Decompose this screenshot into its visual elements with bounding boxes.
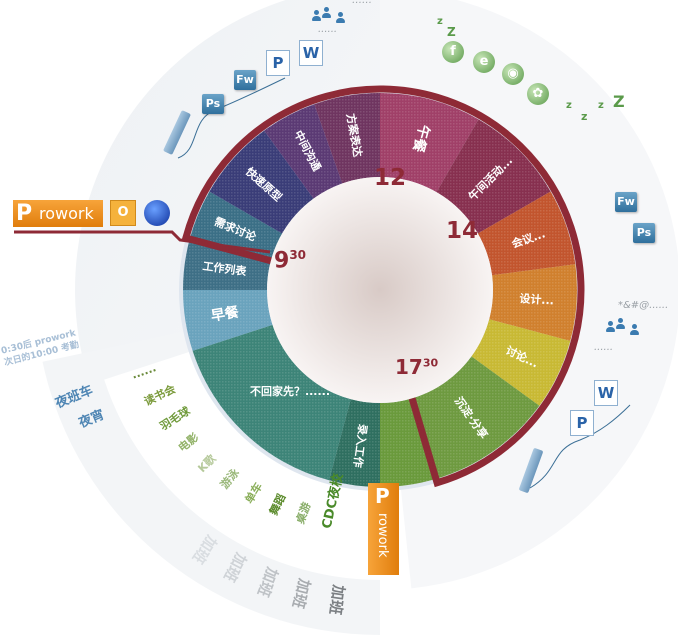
prowork-logo-vertical: P rowork <box>368 483 399 575</box>
person-icon <box>336 12 345 24</box>
sleep-z: z <box>566 100 572 111</box>
inner-dial <box>267 177 493 403</box>
time-hour: 17 <box>395 355 423 379</box>
photoshop-icon: Ps <box>633 223 655 243</box>
right-note: *&#@...... <box>618 300 669 311</box>
time-minute: 30 <box>422 356 439 370</box>
word-icon: W <box>299 40 323 66</box>
segment-label: 午餐 <box>409 123 433 155</box>
person-icon <box>312 10 321 22</box>
segment-label: 不回家先？...... <box>250 384 330 398</box>
logo-text: rowork <box>375 513 390 558</box>
segment-texture <box>477 191 576 276</box>
outlook-icon: O <box>110 200 136 226</box>
segment-texture <box>192 324 351 481</box>
prowork-logo: P rowork <box>13 200 103 227</box>
segment-texture <box>183 290 273 351</box>
people-dots-right: ...... <box>594 342 614 353</box>
segment-label: 设计... <box>519 291 554 307</box>
video-icon: ✿ <box>527 83 549 105</box>
time-mark-1730: 1730 <box>395 355 438 379</box>
sleep-z: Z <box>613 92 625 111</box>
fireworks-icon: Fw <box>615 192 637 212</box>
workday-border <box>181 85 585 488</box>
segment-texture <box>412 356 540 479</box>
segment-label: 录入工作 <box>351 423 371 468</box>
sleep-z: Z <box>447 25 456 39</box>
segment-texture <box>329 399 380 487</box>
person-icon <box>322 7 331 19</box>
time-mark-930: 930 <box>274 248 306 273</box>
time-mark-14: 14 <box>446 218 479 244</box>
fireworks-icon: Fw <box>234 70 256 90</box>
powerpoint-icon: P <box>266 50 290 76</box>
segment-texture <box>380 93 479 193</box>
firefox-icon: f <box>442 41 464 63</box>
sleep-z: z <box>598 100 604 111</box>
pen-line-right <box>529 404 631 489</box>
powerpoint-icon: P <box>570 410 594 436</box>
segment-label: 工作列表 <box>202 259 248 279</box>
chrome-icon: ◉ <box>502 63 524 85</box>
segment-texture <box>264 104 343 199</box>
halo-evening <box>104 351 381 580</box>
time-minute: 30 <box>289 248 307 262</box>
logo-letter: P <box>16 201 33 226</box>
segment-texture <box>183 239 271 290</box>
messenger-icon <box>144 200 170 226</box>
logo-connector-line <box>14 230 271 254</box>
logo-text: rowork <box>39 204 94 223</box>
photoshop-icon: Ps <box>202 94 224 114</box>
people-dots-top: ...... <box>318 24 338 35</box>
sleep-z: z <box>437 16 443 27</box>
segment-texture <box>314 93 380 184</box>
people-icon-top <box>312 7 360 23</box>
segment-texture <box>436 119 551 234</box>
time-mark-12: 12 <box>374 165 407 191</box>
person-icon <box>606 321 615 333</box>
overtime-label: 加班 <box>325 583 348 617</box>
people-icon-right <box>606 318 654 336</box>
time-hour: 9 <box>274 248 290 274</box>
segment-texture <box>380 398 436 487</box>
sleep-z: z <box>581 110 588 123</box>
ie-icon: e <box>473 51 495 73</box>
segment-texture <box>489 264 577 341</box>
segment-texture <box>209 130 314 234</box>
halo-afternoon <box>380 0 678 589</box>
top-note: …… <box>352 0 372 6</box>
segment-texture <box>471 319 571 406</box>
logo-letter: P <box>375 484 390 508</box>
person-icon <box>616 318 625 330</box>
person-icon <box>630 324 639 336</box>
word-icon: W <box>594 380 618 406</box>
segment-label: 早餐 <box>210 303 241 324</box>
